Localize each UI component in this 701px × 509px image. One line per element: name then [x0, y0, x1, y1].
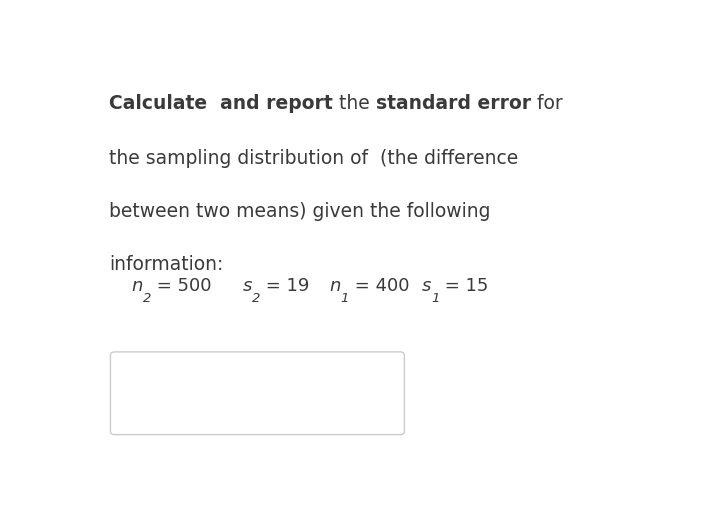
Text: s: s [422, 277, 431, 295]
Text: n: n [131, 277, 142, 295]
Text: 1: 1 [341, 293, 349, 305]
Text: Calculate  and report: Calculate and report [109, 94, 333, 114]
Text: the: the [333, 94, 376, 114]
Text: = 500: = 500 [151, 277, 211, 295]
Text: 2: 2 [142, 293, 151, 305]
Text: standard error: standard error [376, 94, 531, 114]
Text: the sampling distribution of  (the difference: the sampling distribution of (the differ… [109, 149, 519, 168]
Text: n: n [329, 277, 341, 295]
Text: for: for [531, 94, 563, 114]
Text: = 15: = 15 [440, 277, 489, 295]
FancyBboxPatch shape [111, 352, 404, 435]
Text: 2: 2 [252, 293, 260, 305]
Text: 1: 1 [431, 293, 440, 305]
Text: s: s [243, 277, 252, 295]
Text: between two means) given the following: between two means) given the following [109, 202, 491, 221]
Text: = 400: = 400 [349, 277, 409, 295]
Text: information:: information: [109, 255, 224, 274]
Text: = 19: = 19 [260, 277, 310, 295]
